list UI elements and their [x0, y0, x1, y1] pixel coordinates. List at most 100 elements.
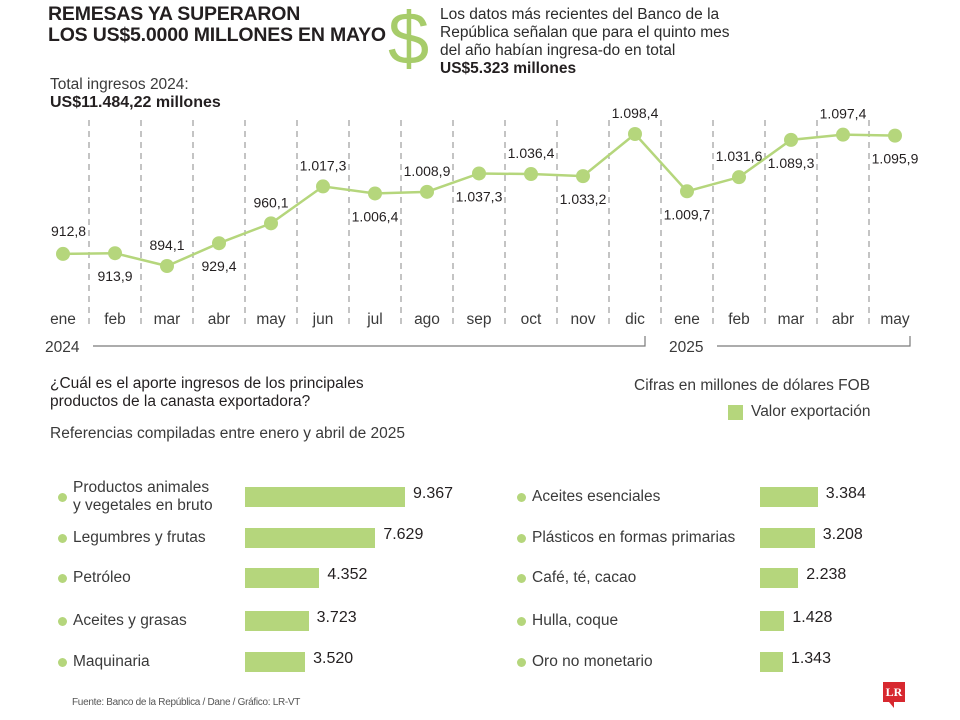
lr-logo: LR — [883, 682, 905, 702]
bar-value-label: 7.629 — [383, 526, 424, 543]
bullet-icon — [517, 617, 526, 626]
data-point — [524, 167, 538, 182]
bar — [245, 611, 309, 631]
line-chart: 912,8 913,9 894,1 929,4 960,1 1.017,3 1.006,4 1… — [45, 105, 919, 356]
x-tick-label: may — [256, 311, 286, 328]
x-tick-label: oct — [521, 311, 542, 328]
data-label: 1.037,3 — [456, 188, 503, 204]
bar — [760, 487, 818, 507]
bar-category-label: Hulla, coque — [532, 612, 618, 630]
bar — [760, 528, 815, 548]
x-tick-label: ene — [50, 311, 76, 328]
legend: Valor exportación — [728, 403, 870, 421]
bar — [245, 487, 405, 507]
x-tick-label: jul — [366, 311, 383, 328]
bar-category-label: Productos animales y vegetales en bruto — [73, 479, 213, 515]
bar-category-line: Maquinaria — [73, 653, 150, 670]
total-value: US$11.484,22 millones — [50, 94, 221, 111]
data-point — [888, 128, 902, 143]
x-tick-label: feb — [728, 311, 750, 328]
data-label: 1.031,6 — [716, 148, 763, 164]
bars-question-line-2: productos de la canasta exportadora? — [50, 393, 311, 410]
data-point — [836, 127, 850, 142]
bar-value-label: 1.343 — [790, 650, 831, 667]
bar-category-line: Plásticos en formas primarias — [532, 529, 736, 546]
bar-value-label: 3.723 — [316, 609, 357, 626]
bar-category-label: Oro no monetario — [532, 653, 653, 671]
bar-value-label: 1.428 — [792, 609, 833, 626]
data-label: 1.033,2 — [560, 191, 607, 207]
data-label: 894,1 — [149, 237, 184, 253]
bar-category-line: Productos animales — [73, 479, 210, 496]
x-tick-label: ene — [674, 311, 700, 328]
year-label: 2025 — [669, 339, 703, 356]
bar-category-line: y vegetales en bruto — [73, 497, 213, 514]
page-title: REMESAS YA SUPERARON LOS US$5.0000 MILLO… — [48, 4, 386, 46]
bar-value-label: 2.238 — [806, 566, 847, 583]
x-tick-label: dic — [625, 311, 645, 328]
bars-question: ¿Cuál es el aporte ingresos de los princ… — [50, 375, 364, 411]
data-label: 1.095,9 — [872, 151, 919, 167]
data-point — [368, 186, 382, 201]
bar-category-label: Plásticos en formas primarias — [532, 529, 735, 547]
bar-category-line: Aceites esenciales — [532, 488, 661, 505]
x-tick-label: jun — [312, 311, 334, 328]
bullet-icon — [58, 493, 67, 502]
source-note: Fuente: Banco de la República / Dane / G… — [72, 697, 301, 708]
title-line-2: LOS US$5.0000 MILLONES EN MAYO — [48, 24, 386, 46]
data-point — [420, 184, 434, 199]
x-tick-label: mar — [778, 311, 805, 328]
data-point — [472, 166, 486, 181]
x-tick-label: abr — [832, 311, 854, 328]
data-point — [628, 127, 642, 141]
data-label: 960,1 — [253, 194, 288, 210]
bullet-icon — [517, 574, 526, 583]
bar-category-line: Legumbres y frutas — [73, 529, 206, 546]
x-tick-label: mar — [154, 311, 181, 328]
data-label: 1.036,4 — [508, 145, 555, 161]
bullet-icon — [58, 658, 67, 667]
data-point — [316, 179, 330, 194]
bar — [245, 528, 376, 548]
x-tick-label: ago — [414, 311, 440, 328]
bullet-icon — [517, 493, 526, 502]
bullet-icon — [58, 574, 67, 583]
data-label: 1.008,9 — [404, 163, 451, 179]
bar-category-line: Petróleo — [73, 569, 131, 586]
bar — [760, 611, 785, 631]
x-tick-label: abr — [208, 311, 230, 328]
data-point — [732, 170, 746, 185]
bar — [760, 652, 783, 672]
bars-question-line-1: ¿Cuál es el aporte ingresos de los princ… — [50, 375, 364, 392]
bar-category-line: Hulla, coque — [532, 612, 619, 629]
data-label: 1.017,3 — [300, 157, 347, 173]
bar — [245, 652, 306, 672]
x-tick-label: nov — [571, 311, 596, 328]
bar-category-label: Maquinaria — [73, 653, 150, 671]
data-point — [576, 169, 590, 184]
x-tick-label: feb — [104, 311, 126, 328]
bullet-icon — [58, 534, 67, 543]
data-label: 1.089,3 — [768, 155, 815, 171]
data-label: 1.009,7 — [664, 206, 711, 222]
bullet-icon — [517, 658, 526, 667]
data-point — [264, 216, 278, 231]
bar-value-label: 4.352 — [327, 566, 368, 583]
bar-category-line: Café, té, cacao — [532, 569, 637, 586]
data-label: 912,8 — [51, 223, 86, 239]
year-bracket — [717, 336, 911, 347]
x-tick-label: may — [880, 311, 910, 328]
bar-category-label: Petróleo — [73, 569, 131, 587]
intro-text: Los datos más recientes del Banco de la … — [440, 6, 740, 78]
data-label: 1.098,4 — [612, 105, 659, 121]
intro-body: Los datos más recientes del Banco de la … — [440, 6, 730, 59]
lr-logo-tail — [889, 702, 894, 708]
bar — [760, 568, 799, 588]
bullet-icon — [58, 617, 67, 626]
total-label: Total ingresos 2024: — [50, 76, 189, 93]
data-point — [680, 184, 694, 199]
legend-swatch — [728, 404, 743, 420]
data-point — [108, 246, 122, 261]
bar-category-label: Legumbres y frutas — [73, 529, 206, 547]
bar-value-label: 3.384 — [825, 485, 866, 502]
